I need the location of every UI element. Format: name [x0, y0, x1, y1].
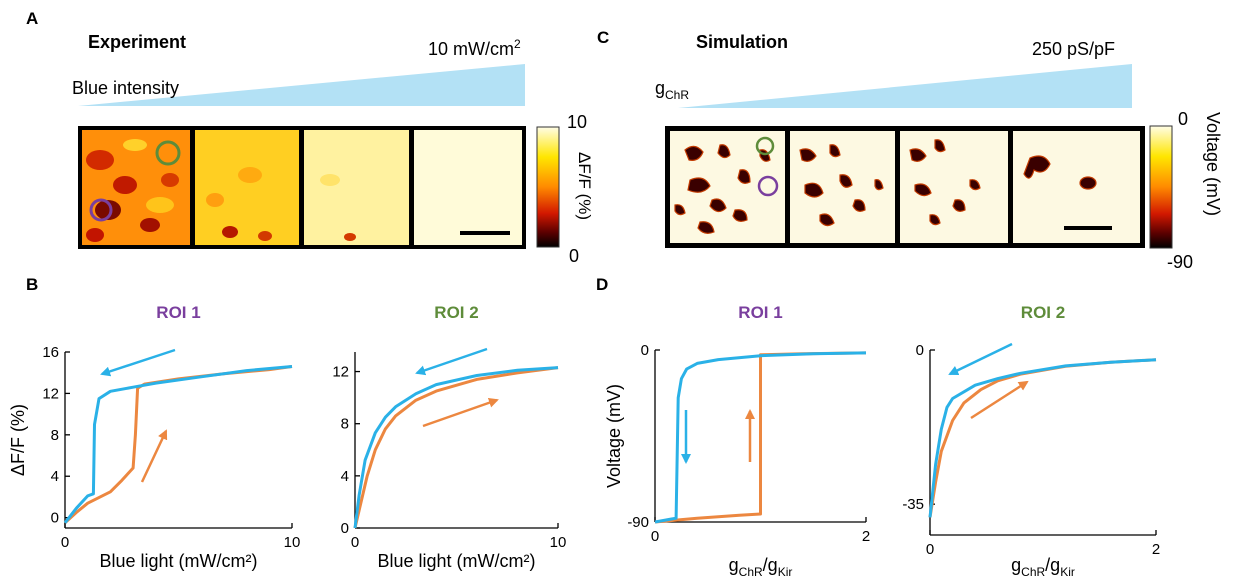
panel-a-max-label: 10 mW/cm2: [428, 37, 521, 59]
series-line-2: [654, 351, 867, 524]
panel-a-image-strip: [78, 126, 526, 249]
panel-a-intensity-label: Blue intensity: [72, 78, 179, 98]
panel-a-title: Experiment: [88, 32, 186, 52]
x-tick-label: 0: [61, 534, 69, 551]
y-axis-label: Voltage (mV): [604, 384, 624, 488]
x-axis-label: Blue light (mW/cm²): [377, 551, 535, 571]
panel-a-intensity-ramp: [78, 64, 525, 106]
chart-b-roi-1: 0 10 0 4 8 12 16 ROI 1 Blue light (mW/cm²) ΔF/F (…: [8, 303, 300, 571]
chart-title: ROI 2: [1021, 303, 1065, 322]
x-axis-label: gChR/gKir: [729, 555, 793, 576]
panel-c-colorbar-label: Voltage (mV): [1203, 112, 1223, 216]
chart-title: ROI 2: [434, 303, 478, 322]
panel-a-letter: A: [26, 9, 38, 28]
series-line-2: [353, 366, 559, 529]
panel-c-colorbar-top: 0: [1178, 109, 1188, 129]
panel-c-max-label: 250 pS/pF: [1032, 39, 1115, 59]
y-tick-label: 16: [42, 344, 59, 361]
arrow-b2-up: [422, 397, 499, 428]
y-tick-label: -90: [627, 514, 649, 531]
panel-c-colorbar: [1149, 125, 1173, 249]
panel-a-colorbar-label: ΔF/F (%): [575, 152, 594, 220]
panel-d-letter: D: [596, 275, 608, 294]
x-tick-label: 0: [926, 541, 934, 558]
x-axis-label: Blue light (mW/cm²): [99, 551, 257, 571]
y-axis-label: ΔF/F (%): [8, 404, 28, 476]
y-tick-label: 0: [341, 520, 349, 537]
y-tick-label: 0: [916, 342, 924, 359]
panel-c-image-strip: [665, 126, 1145, 248]
chart-d-roi-2: 0 2 0 -35 ROI 2 gChR/gKir: [902, 303, 1160, 576]
panel-a-frame-2: [195, 130, 299, 245]
arrow-b2-down: [415, 347, 488, 376]
panel-b-letter: B: [26, 275, 38, 294]
x-axis-label: gChR/gKir: [1011, 555, 1075, 576]
y-tick-label: 8: [341, 416, 349, 433]
roi-1-marker-sim: [757, 175, 779, 197]
panel-c-g-ramp: [678, 64, 1132, 108]
series-line-1: [928, 358, 1157, 518]
y-tick-label: 4: [51, 468, 59, 485]
x-tick-label: 0: [351, 534, 359, 551]
y-tick-label: -35: [902, 496, 924, 513]
y-tick-label: 4: [341, 468, 349, 485]
panel-a-colorbar-bottom: 0: [569, 246, 579, 266]
panel-a-colorbar: [536, 126, 560, 248]
panel-c-g-label: gChR: [655, 78, 689, 102]
panel-c-colorbar-bottom: -90: [1167, 252, 1193, 272]
direction-arrows: [100, 342, 1029, 483]
x-tick-label: 0: [651, 528, 659, 545]
chart-title: ROI 1: [738, 303, 782, 322]
y-tick-label: 0: [641, 342, 649, 359]
arrow-b1-up: [140, 429, 168, 483]
x-tick-label: 2: [1152, 541, 1160, 558]
x-tick-label: 10: [550, 534, 567, 551]
panel-c-title: Simulation: [696, 32, 788, 52]
y-tick-label: 8: [51, 427, 59, 444]
x-tick-label: 10: [284, 534, 301, 551]
panel-c-letter: C: [597, 28, 609, 47]
series-line-1: [63, 365, 293, 524]
chart-b-roi-2: 0 10 0 4 8 12 ROI 2 Blue light (mW/cm²): [332, 303, 566, 571]
series-line-2: [63, 365, 293, 524]
y-tick-label: 0: [51, 510, 59, 527]
y-tick-label: 12: [332, 364, 349, 381]
x-tick-label: 2: [862, 528, 870, 545]
panel-a-frame-3: [304, 130, 409, 245]
panel-c-frame-4: [1013, 131, 1140, 243]
panel-a-frame-4: [414, 130, 522, 245]
series-line-2: [928, 358, 1157, 518]
arrow-d2-up: [970, 380, 1029, 420]
roi-2-marker: [155, 140, 181, 166]
series-line-1: [353, 366, 559, 529]
arrow-b1-down: [100, 348, 176, 377]
y-tick-label: 12: [42, 385, 59, 402]
arrow-d2-down: [948, 342, 1013, 376]
roi-2-marker-sim: [755, 136, 775, 156]
roi-1-marker: [89, 198, 113, 222]
panel-a-colorbar-top: 10: [567, 112, 587, 132]
chart-title: ROI 1: [156, 303, 200, 322]
